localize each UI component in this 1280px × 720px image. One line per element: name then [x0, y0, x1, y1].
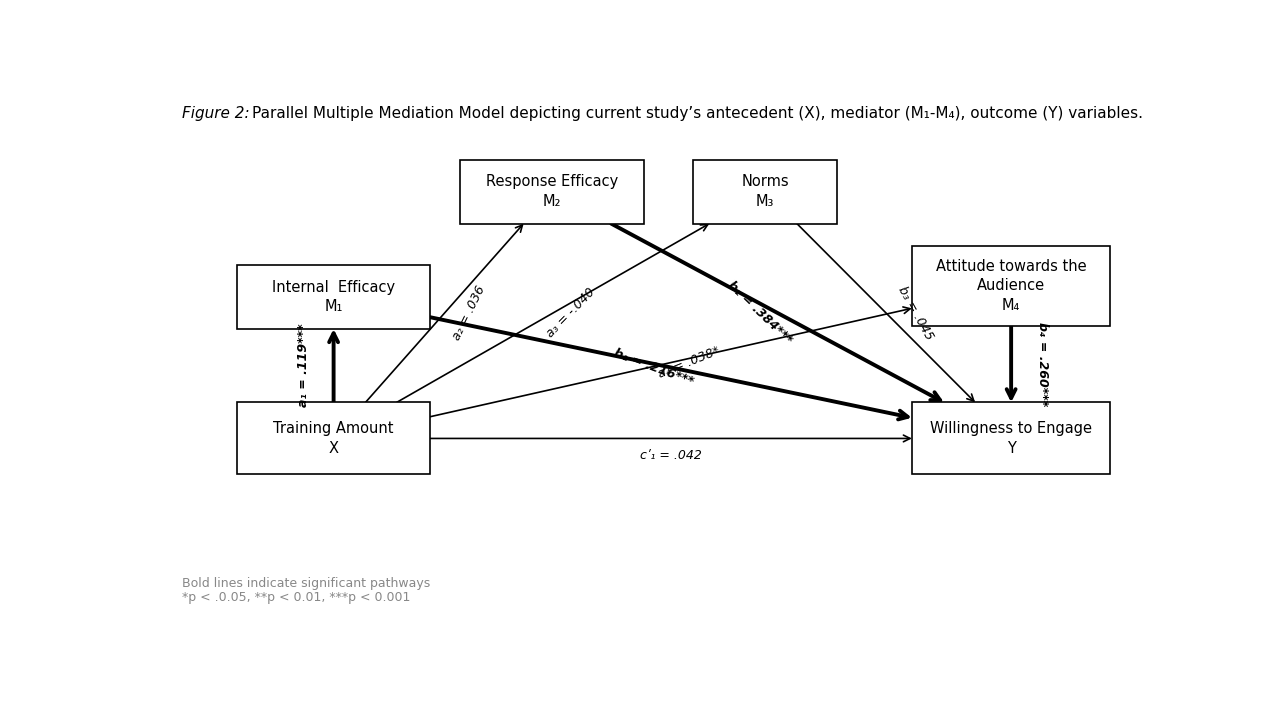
FancyBboxPatch shape: [237, 402, 430, 474]
Text: b₃ = .045: b₃ = .045: [896, 284, 936, 342]
Text: Parallel Multiple Mediation Model depicting current study’s antecedent (X), medi: Parallel Multiple Mediation Model depict…: [252, 106, 1143, 121]
Text: Bold lines indicate significant pathways: Bold lines indicate significant pathways: [182, 577, 430, 590]
Text: Attitude towards the
Audience
M₄: Attitude towards the Audience M₄: [936, 258, 1087, 313]
Text: a₁ = .119***: a₁ = .119***: [297, 324, 310, 408]
FancyBboxPatch shape: [237, 265, 430, 329]
Text: Training Amount
X: Training Amount X: [274, 421, 394, 456]
FancyBboxPatch shape: [911, 402, 1110, 474]
Text: a₂ = .036: a₂ = .036: [451, 284, 488, 343]
Text: a₃ = -.040: a₃ = -.040: [544, 286, 598, 341]
FancyBboxPatch shape: [694, 160, 837, 224]
Text: cʹ₁ = .042: cʹ₁ = .042: [640, 449, 701, 462]
FancyBboxPatch shape: [911, 246, 1110, 326]
FancyBboxPatch shape: [460, 160, 644, 224]
Text: a₄ = .038*: a₄ = .038*: [657, 344, 722, 381]
Text: *p < .0.05, **p < 0.01, ***p < 0.001: *p < .0.05, **p < 0.01, ***p < 0.001: [182, 591, 410, 604]
Text: Internal  Efficacy
M₁: Internal Efficacy M₁: [273, 279, 396, 315]
Text: b₄ = .260***: b₄ = .260***: [1037, 322, 1050, 406]
Text: Willingness to Engage
Y: Willingness to Engage Y: [931, 421, 1092, 456]
Text: Norms
M₃: Norms M₃: [741, 174, 788, 209]
Text: b₂ = .384***: b₂ = .384***: [724, 279, 795, 347]
Text: Response Efficacy
M₂: Response Efficacy M₂: [485, 174, 618, 209]
Text: b₁ = .216***: b₁ = .216***: [612, 346, 695, 388]
Text: Figure 2:: Figure 2:: [182, 106, 250, 121]
